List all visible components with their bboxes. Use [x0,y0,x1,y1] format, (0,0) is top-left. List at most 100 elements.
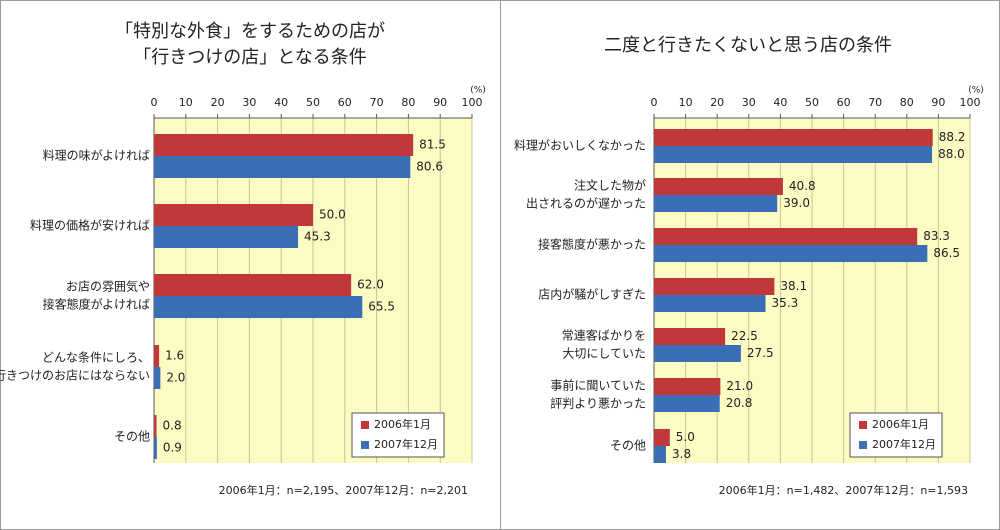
data-label-2007: 88.0 [938,147,965,161]
category-label: 接客態度がよければ [43,297,150,312]
data-label-2007: 0.9 [163,441,182,455]
data-label-2007: 3.8 [672,447,691,461]
chart-title-line: 二度と行きたくないと思う店の条件 [604,35,892,56]
x-tick-label: 50 [306,96,320,109]
x-tick-label: 30 [742,96,756,109]
bar-2006 [654,278,775,295]
x-tick-label: 30 [242,96,256,109]
category-label: どんな条件にしろ、 [42,351,150,365]
panel-divider [500,0,501,530]
data-label-2007: 45.3 [304,230,331,244]
chart-2: 二度と行きたくないと思う店の条件 0 10 20 30 40 50 60 70 80 90 100(%… [514,35,984,497]
legend-label-2006: 2006年1月 [374,417,431,431]
x-tick-label: 20 [710,96,724,109]
bar-2006 [654,129,933,146]
x-tick-label: 10 [679,96,693,109]
data-label-2006: 50.0 [319,208,346,222]
bar-2007 [154,437,157,459]
category-label: 料理の味がよければ [43,148,150,163]
data-label-2006: 0.8 [163,419,182,433]
chart-title-line: 「特別な外食」をするための店が [115,21,385,42]
data-label-2006: 1.6 [165,349,184,363]
bar-2006 [654,328,726,345]
legend-label-2007: 2007年12月 [374,437,438,451]
unit-label: (%) [470,86,486,96]
category-label: その他 [114,430,150,444]
legend-label-2006: 2006年1月 [872,417,929,431]
data-label-2006: 5.0 [676,430,695,444]
bar-2006 [154,415,157,437]
bar-2006 [654,228,918,245]
data-label-2006: 22.5 [731,329,758,343]
data-label-2007: 86.5 [933,246,960,260]
sample-size-note: 2006年1月：n=2,195、2007年12月：n=2,201 [219,483,468,497]
legend-swatch-2007 [361,441,369,449]
category-label: その他 [610,439,646,453]
x-tick-label: 80 [401,96,415,109]
unit-label: (%) [968,86,984,96]
legend: 2006年1月 2007年12月 [351,412,445,458]
bar-2007 [654,146,933,163]
x-tick-label: 70 [868,96,882,109]
chart-title-line: 「行きつけの店」となる条件 [133,47,366,68]
category-label: 大切にしていた [562,347,646,361]
bar-2007 [654,195,778,212]
x-tick-label: 40 [274,96,288,109]
data-label-2007: 27.5 [747,346,774,360]
category-label: 店内が騒がしすぎた [538,287,646,302]
legend-swatch-2007 [859,441,867,449]
data-label-2006: 83.3 [923,229,950,243]
legend-swatch-2006 [859,421,867,429]
bar-2006 [154,204,313,226]
bar-2006 [154,345,160,367]
bar-2007 [654,295,766,312]
legend-swatch-2006 [361,421,369,429]
chart-1: 「特別な外食」をするための店が「行きつけの店」となる条件 0 10 20 30 40 50 6… [0,21,486,497]
bar-2006 [154,134,414,156]
legend-box [351,412,445,458]
category-label: 注文した物が [574,178,646,193]
category-label: 常連客ばかりを [562,328,646,343]
data-label-2007: 39.0 [783,196,810,210]
data-label-2006: 88.2 [939,130,966,144]
legend-box [849,412,943,458]
x-tick-label: 0 [651,96,658,109]
x-tick-label: 10 [179,96,193,109]
data-label-2006: 81.5 [419,138,446,152]
legend: 2006年1月 2007年12月 [849,412,943,458]
legend-label-2007: 2007年12月 [872,437,936,451]
x-tick-label: 0 [151,96,158,109]
data-label-2007: 35.3 [772,296,799,310]
x-tick-label: 70 [370,96,384,109]
bar-2006 [654,178,783,195]
bar-2007 [154,367,161,389]
category-label: お店の雰囲気や [66,279,150,294]
bar-2007 [654,446,667,463]
data-label-2007: 65.5 [368,300,395,314]
bar-2007 [154,296,363,318]
category-label: 評判より悪かった [550,396,646,411]
bar-2007 [154,156,411,178]
bar-2007 [654,395,720,412]
bar-2007 [654,345,741,362]
bar-2006 [154,274,352,296]
x-tick-label: 50 [805,96,819,109]
data-label-2007: 20.8 [726,396,753,410]
bar-2007 [154,226,299,248]
x-tick-label: 90 [931,96,945,109]
bar-2006 [654,378,721,395]
data-label-2007: 80.6 [416,160,443,174]
category-label: 料理がおいしくなかった [514,138,646,153]
x-tick-label: 100 [960,96,981,109]
category-label: 料理の価格が安ければ [30,218,150,233]
x-tick-label: 90 [433,96,447,109]
bar-2007 [654,245,928,262]
x-tick-label: 100 [462,96,483,109]
data-label-2006: 21.0 [726,379,753,393]
sample-size-note: 2006年1月：n=1,482、2007年12月：n=1,593 [719,483,968,497]
data-label-2006: 62.0 [357,278,384,292]
category-label: 行きつけのお店にはならない [0,369,150,383]
data-label-2007: 2.0 [166,371,185,385]
category-label: 事前に聞いていた [550,378,646,393]
